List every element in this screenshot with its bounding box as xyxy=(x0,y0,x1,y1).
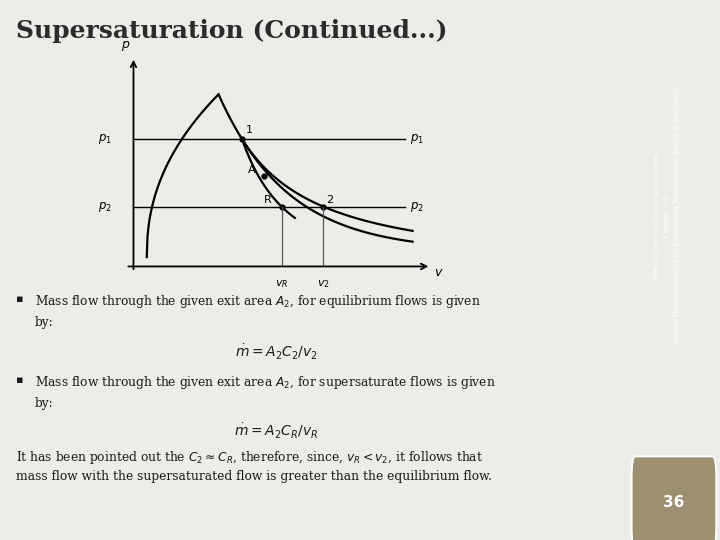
Text: Supersaturation (Continued...): Supersaturation (Continued...) xyxy=(16,19,447,43)
Text: $\dot{m} = A_2C_2/v_2$: $\dot{m} = A_2C_2/v_2$ xyxy=(235,343,318,362)
Text: $v_R$: $v_R$ xyxy=(275,279,288,291)
Text: $p$: $p$ xyxy=(121,39,130,53)
Text: Mass flow through the given exit area $A_2$, for equilibrium flows is given: Mass flow through the given exit area $A… xyxy=(35,293,480,309)
Text: $p_2$: $p_2$ xyxy=(410,200,424,214)
Text: by:: by: xyxy=(35,316,53,329)
Text: R: R xyxy=(264,195,272,205)
Text: $v_2$: $v_2$ xyxy=(317,279,330,291)
Text: $\dot{m} = A_2C_R/v_R$: $\dot{m} = A_2C_R/v_R$ xyxy=(234,422,318,441)
Text: It has been pointed out the $C_2 \approx C_R$, therefore, since, $v_R < v_2$, it: It has been pointed out the $C_2 \approx… xyxy=(16,449,483,466)
Text: 1: 1 xyxy=(246,125,253,134)
Text: 2: 2 xyxy=(326,195,333,205)
Text: $p_1$: $p_1$ xyxy=(98,132,112,146)
Text: A: A xyxy=(248,165,256,175)
Text: $v$: $v$ xyxy=(434,266,444,279)
Text: mass flow with the supersaturated flow is greater than the equilibrium flow.: mass flow with the supersaturated flow i… xyxy=(16,470,492,483)
Text: by:: by: xyxy=(35,397,53,410)
Text: ▪: ▪ xyxy=(16,375,23,386)
Text: EME-322 Energy Conversion Systems
Chapter – 10
Applied Thermodynamics for Engine: EME-322 Energy Conversion Systems Chapte… xyxy=(654,88,680,344)
Text: Mass flow through the given exit area $A_2$, for supersaturate flows is given: Mass flow through the given exit area $A… xyxy=(35,374,495,390)
Text: $p_1$: $p_1$ xyxy=(410,132,424,146)
Text: ▪: ▪ xyxy=(16,294,23,305)
Text: 36: 36 xyxy=(663,495,685,510)
FancyBboxPatch shape xyxy=(631,456,716,540)
Text: $p_2$: $p_2$ xyxy=(99,200,112,214)
